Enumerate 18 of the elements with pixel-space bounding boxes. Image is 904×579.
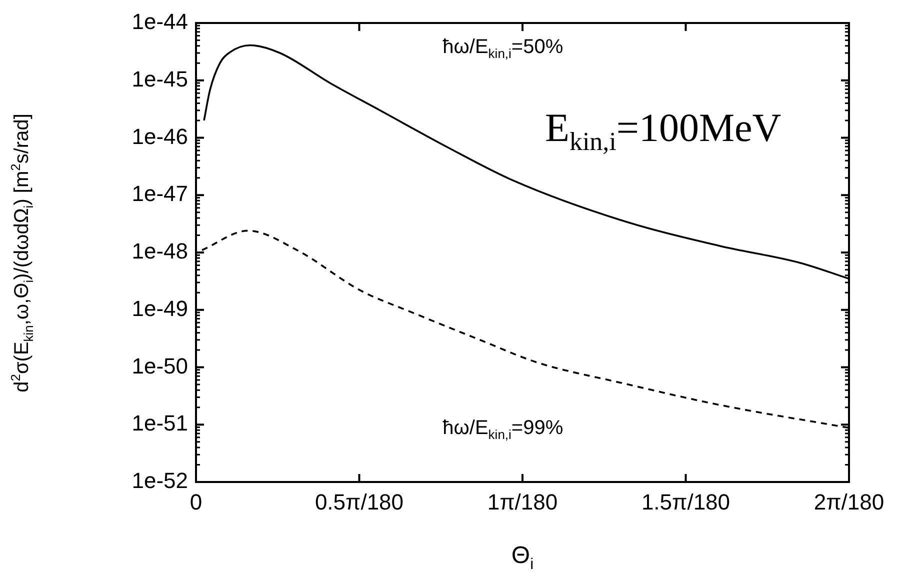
y-tick-label: 1e-45: [132, 66, 188, 92]
y-tick-label: 1e-47: [132, 181, 188, 206]
x-tick-label: 0.5π/180: [314, 489, 404, 514]
annotation: E$_{kin,i}$=100MeV: [545, 105, 782, 156]
y-tick-label: 1e-51: [132, 410, 188, 436]
x-tick-label: 0: [190, 489, 202, 514]
y-tick-label: 1e-46: [132, 124, 188, 149]
y-tick-label: 1e-50: [132, 353, 188, 378]
y-tick-label: 1e-49: [132, 296, 188, 321]
y-tick-label: 1e-48: [132, 238, 188, 264]
text: ħω/E$_{kin,i}$=99%: [442, 416, 564, 442]
y-tick-label: 1e-52: [132, 468, 188, 494]
y-tick-label: 1e-44: [132, 9, 188, 34]
x-tick-label: 1.5π/180: [641, 489, 730, 514]
x-tick-label: 2π/180: [814, 489, 884, 514]
x-tick-label: 1π/180: [487, 489, 558, 514]
x-axis-title: Θ$_{i}$: [511, 542, 534, 573]
legend-label: ħω/E$_{kin,i}$=50%: [442, 36, 564, 61]
